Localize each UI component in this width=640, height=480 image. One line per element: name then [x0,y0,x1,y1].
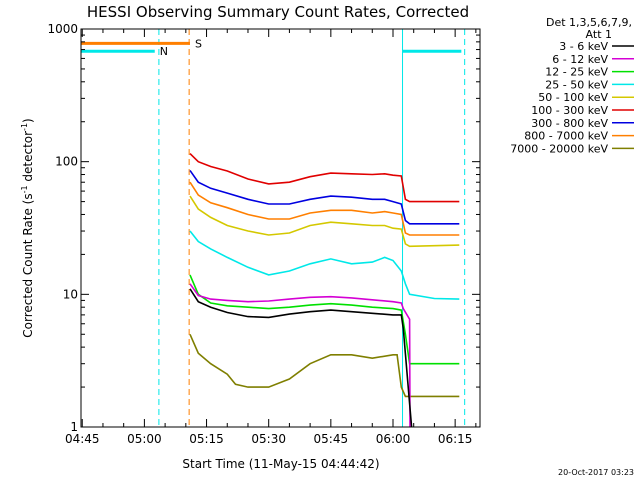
y-tick-label: 1 [70,420,78,434]
x-tick-label: 05:15 [189,432,224,446]
y-axis-label: Corrected Count Rate (s-1 detector-1) [20,118,35,337]
x-tick-label: 05:30 [251,432,286,446]
series-line [189,333,460,398]
timestamp: 20-Oct-2017 03:23 [558,468,634,477]
chart-title: HESSI Observing Summary Count Rates, Cor… [87,3,469,21]
series-line [189,181,460,236]
plot-frame [80,28,481,428]
legend-label: 800 - 7000 keV [524,130,608,143]
y-tick-label: 10 [63,287,78,301]
legend-label: 300 - 800 keV [531,117,608,130]
series-line [189,169,460,225]
series-line [189,274,460,365]
x-tick-label: 04:45 [65,432,100,446]
legend-label: 3 - 6 keV [559,40,608,53]
legend-label: 25 - 50 keV [545,78,608,91]
legend-label: 7000 - 20000 keV [510,142,608,155]
legend-label: 50 - 100 keV [538,91,608,104]
x-tick-label: 06:00 [376,432,411,446]
y-tick-label: 1000 [47,22,78,36]
flag-label: S [195,37,202,50]
legend-label: 100 - 300 keV [531,104,608,117]
legend-header-1: Det 1,3,5,6,7,9, [546,16,632,29]
legend-label: 12 - 25 keV [545,66,608,79]
series-lines [189,153,460,427]
series-line [189,283,411,427]
series-line [189,230,460,300]
x-tick-label: 05:45 [314,432,349,446]
x-tick-label: 05:00 [127,432,162,446]
x-axis-label: Start Time (11-May-15 04:44:42) [182,457,379,471]
vertical-markers [158,29,466,427]
series-line [189,153,460,203]
legend-header-2: Att 1 [586,28,612,41]
flag-bars: SN [81,37,462,58]
y-axis-ticks: 1 10 100 1000 [47,22,480,434]
flag-label: N [160,45,168,58]
y-tick-label: 100 [55,155,78,169]
series-line [189,288,413,427]
legend-label: 6 - 12 keV [552,53,608,66]
series-line [189,195,460,248]
x-tick-label: 06:15 [438,432,473,446]
x-axis-ticks: 04:45 05:00 05:15 05:30 05:45 06:00 06:15 [65,29,477,446]
